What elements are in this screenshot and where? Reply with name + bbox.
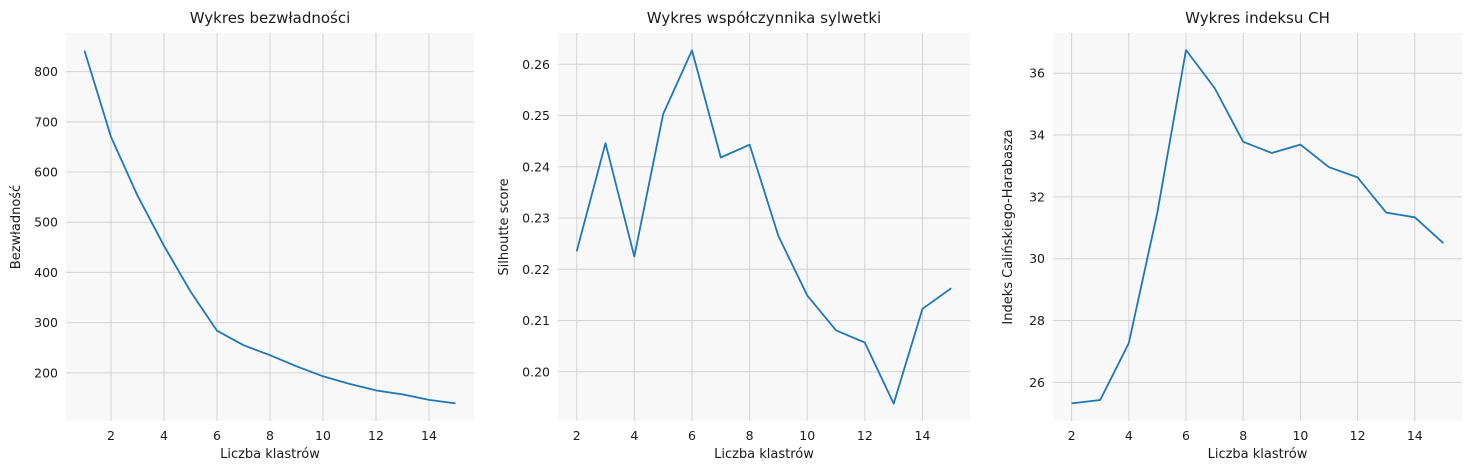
y-tick-label: 600 [34,165,58,180]
x-tick-label: 6 [1182,428,1190,443]
chart-inertia: 2 4 6 8 10 12 14 200 300 400 500 600 700 800 Wykres b… [9,9,474,462]
y-tick-label: 400 [34,265,58,280]
x-tick-label: 2 [107,428,115,443]
y-tick-label: 0.20 [522,364,550,379]
y-tick-label: 500 [34,215,58,230]
y-axis-label: Silhoutte score [497,178,512,275]
y-axis-label: Indeks Calińskiego-Harabasza [1001,129,1016,324]
ch-index-line [1071,49,1445,405]
plot-area [1053,33,1462,421]
x-tick-label: 12 [857,428,873,443]
inertia-line [83,50,456,405]
x-axis-label: Liczba klastrów [1208,447,1308,462]
chart-silhouette: 2 4 6 8 10 12 14 0.20 0.21 0.22 0.23 0.24 0.25 0.26 W… [497,9,970,462]
chart-title: Wykres współczynnika sylwetki [647,9,881,27]
x-tick-label: 10 [1292,428,1308,443]
y-tick-label: 0.24 [522,159,550,174]
x-tick-label: 6 [213,428,221,443]
x-axis-label: Liczba klastrów [714,447,814,462]
x-tick-label: 2 [573,428,581,443]
y-tick-label: 32 [1029,189,1045,204]
plot-area [558,33,970,421]
grid [66,33,474,421]
grid [1053,33,1462,421]
y-tick-label: 700 [34,114,58,129]
y-tick-label: 0.26 [522,57,550,72]
x-tick-label: 6 [688,428,696,443]
x-tick-label: 14 [1407,428,1423,443]
tick-labels: 2 4 6 8 10 12 14 26 28 30 32 34 36 [1029,66,1423,443]
x-axis-label: Liczba klastrów [220,447,320,462]
y-tick-label: 800 [34,64,58,79]
y-tick-label: 30 [1029,251,1045,266]
x-tick-label: 8 [746,428,754,443]
chart-ch-index: 2 4 6 8 10 12 14 26 28 30 32 34 36 Wykres indeksu CH… [1001,9,1462,462]
x-tick-label: 12 [1350,428,1366,443]
x-tick-label: 10 [799,428,815,443]
y-tick-label: 34 [1029,128,1045,143]
x-tick-label: 2 [1068,428,1076,443]
tick-labels: 2 4 6 8 10 12 14 200 300 400 500 600 700 800 [34,64,437,443]
y-axis-label: Bezwładność [9,185,24,269]
chart-title: Wykres bezwładności [190,9,351,27]
y-tick-label: 26 [1029,375,1045,390]
x-tick-label: 4 [630,428,638,443]
x-tick-label: 4 [1125,428,1133,443]
y-tick-label: 0.23 [522,211,550,226]
x-tick-label: 4 [160,428,168,443]
x-tick-label: 14 [915,428,931,443]
grid [558,33,970,421]
y-tick-label: 300 [34,315,58,330]
y-tick-label: 200 [34,365,58,380]
x-tick-label: 14 [421,428,437,443]
chart-title: Wykres indeksu CH [1185,9,1330,27]
y-tick-label: 0.25 [522,108,550,123]
x-tick-label: 10 [315,428,331,443]
y-tick-label: 36 [1029,66,1045,81]
silhouette-line [575,49,952,405]
x-tick-label: 8 [266,428,274,443]
y-tick-label: 0.21 [522,313,550,328]
y-tick-label: 0.22 [522,262,550,277]
x-tick-label: 8 [1239,428,1247,443]
y-tick-label: 28 [1029,313,1045,328]
tick-labels: 2 4 6 8 10 12 14 0.20 0.21 0.22 0.23 0.24 0.25 0.26 [522,57,930,443]
x-tick-label: 12 [368,428,384,443]
